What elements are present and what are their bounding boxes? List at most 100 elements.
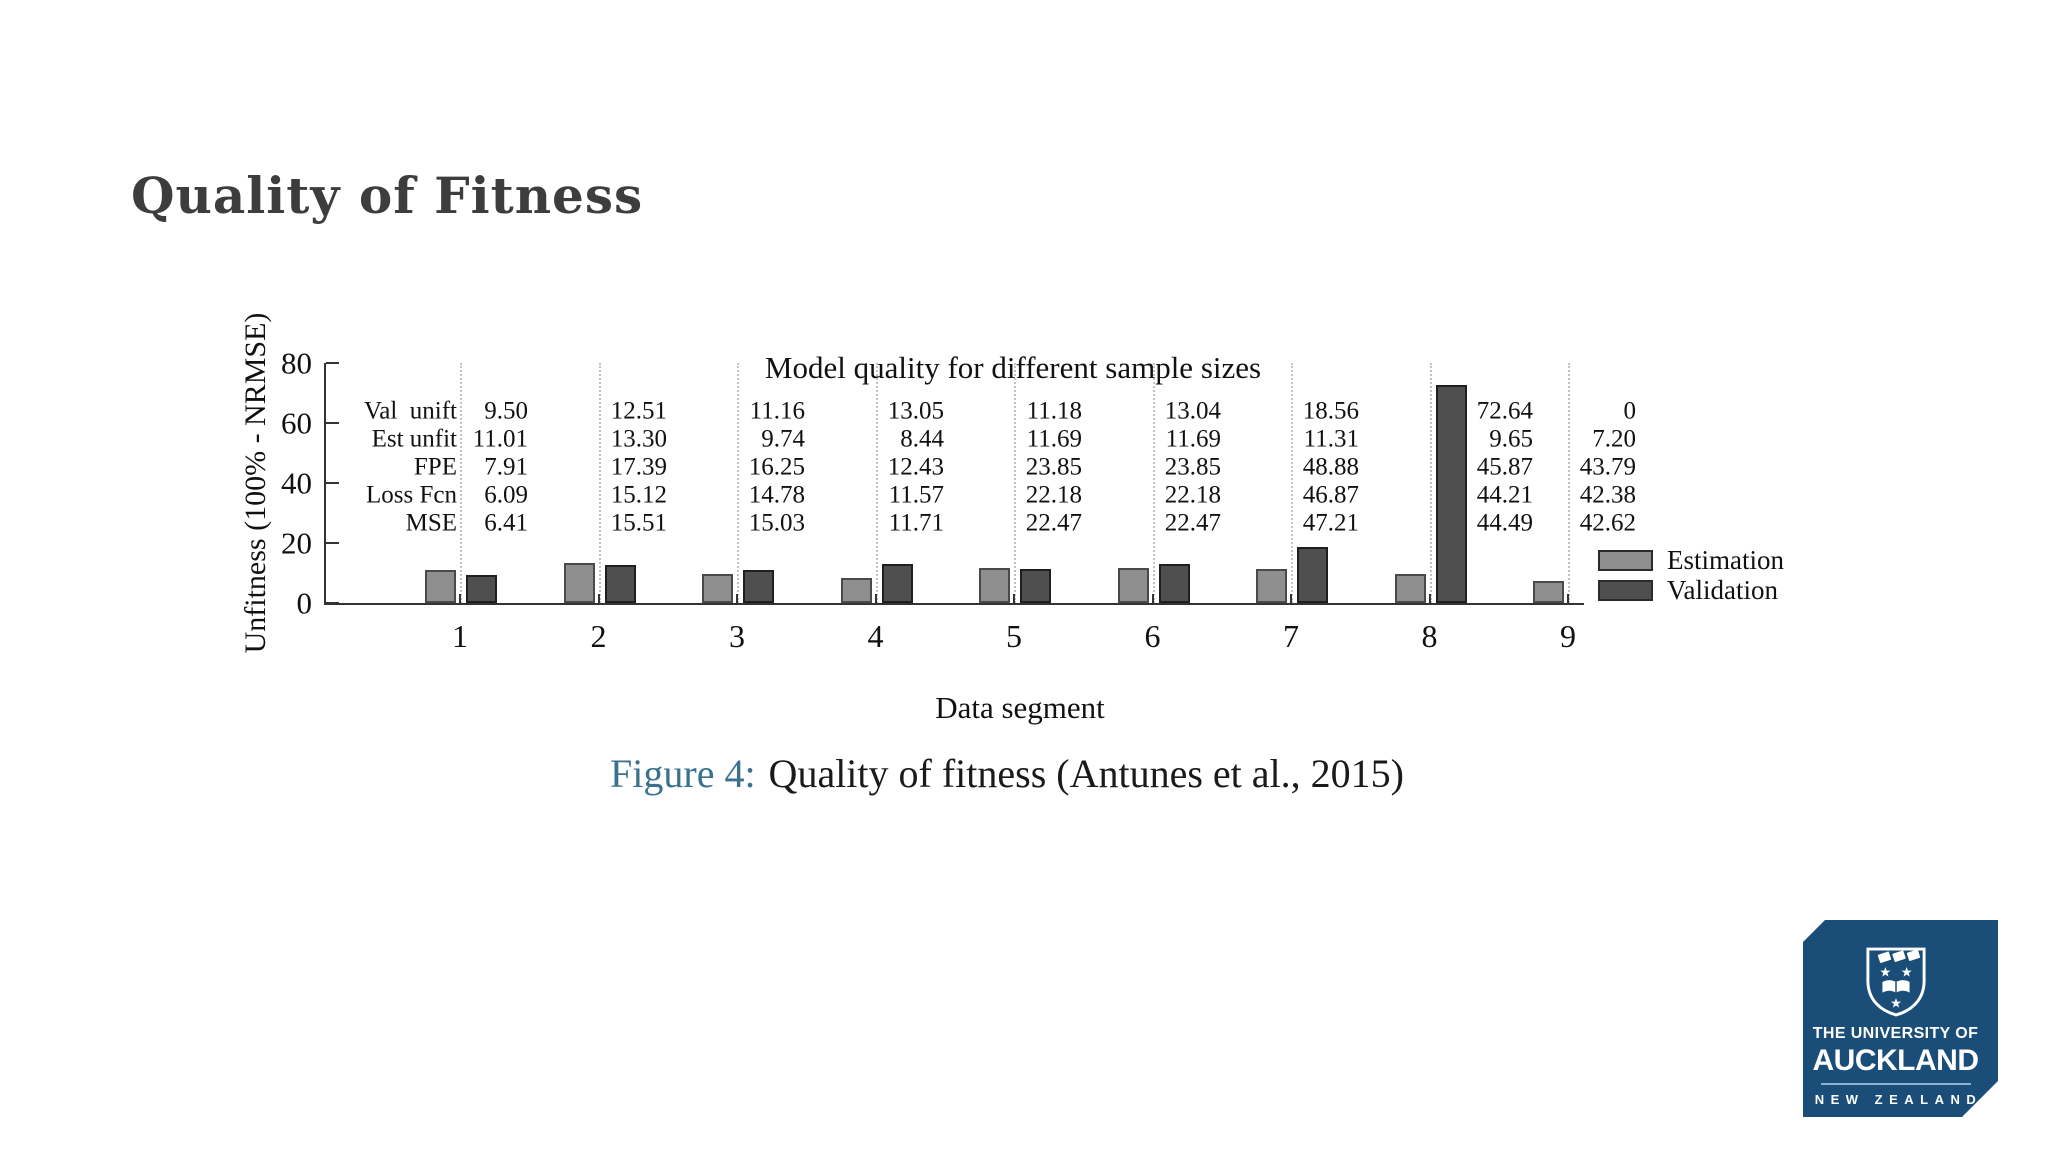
estimation-bar	[1533, 581, 1564, 603]
logo-text-line2: AUCKLAND	[1812, 1044, 1979, 1077]
x-axis-label: Data segment	[935, 690, 1105, 725]
x-tick-label: 1	[452, 618, 468, 654]
gridline	[1568, 363, 1570, 603]
legend-item-estimation: Estimation	[1598, 545, 1784, 575]
table-cell-value: 13.04	[1164, 397, 1221, 425]
x-tick-mark	[1151, 594, 1154, 603]
figure-caption-label: Figure 4:	[610, 751, 756, 796]
estimation-bar	[1117, 567, 1149, 603]
y-tick-label: 40	[281, 465, 312, 501]
table-cell-value: 7.20	[1592, 425, 1636, 453]
gridline	[1429, 363, 1432, 603]
y-tick-label: 0	[296, 585, 313, 621]
estimation-bar	[563, 563, 595, 603]
table-cell-value: 46.87	[1302, 481, 1359, 509]
gridline	[875, 363, 878, 603]
gridline	[1014, 363, 1016, 603]
table-cell-value: 16.25	[748, 453, 805, 481]
table-cell-value: 15.51	[610, 509, 667, 537]
table-cell-value: 44.49	[1476, 509, 1533, 537]
table-cell-value: 22.18	[1164, 481, 1221, 509]
table-cell-value: 11.71	[888, 509, 944, 537]
validation-bar	[1020, 569, 1051, 603]
table-cell-value: 6.41	[484, 509, 528, 537]
legend-label-estimation: Estimation	[1667, 545, 1784, 575]
gridline	[598, 363, 601, 603]
table-cell-value: 15.12	[610, 481, 667, 509]
table-cell-value: 12.51	[610, 397, 667, 425]
x-tick-label: 9	[1560, 618, 1576, 654]
x-tick-mark	[736, 594, 738, 603]
table-cell-value: 11.18	[1026, 397, 1082, 425]
x-tick-label: 5	[1006, 618, 1022, 654]
table-cell-value: 0	[1623, 397, 1637, 425]
table-cell-value: 42.62	[1579, 509, 1636, 537]
x-tick-label: 8	[1421, 618, 1438, 654]
table-cell-value: 23.85	[1025, 453, 1082, 481]
y-tick-mark	[326, 482, 339, 484]
table-cell-value: 17.39	[610, 453, 667, 481]
validation-bar	[743, 569, 774, 603]
table-cell-value: 11.57	[888, 481, 944, 509]
table-cell-value: 44.21	[1476, 481, 1533, 509]
estimation-bar	[840, 577, 872, 603]
university-crest-icon	[1865, 947, 1926, 1017]
table-cell-value: 8.44	[900, 425, 944, 453]
x-tick-label: 2	[590, 618, 607, 654]
table-cell-value: 23.85	[1164, 453, 1221, 481]
x-tick-mark	[1567, 594, 1569, 603]
x-tick-mark	[874, 594, 877, 603]
y-tick-mark	[326, 422, 339, 424]
gridline	[1291, 363, 1293, 603]
logo-divider	[1820, 1083, 1971, 1085]
slide-title: Quality of Fitness	[131, 166, 644, 225]
x-axis-line	[324, 603, 1584, 605]
estimation-bar	[1256, 569, 1287, 603]
legend-item-validation: Validation	[1598, 577, 1784, 604]
table-row-label: Est unfit	[371, 425, 457, 453]
table-cell-value: 22.47	[1164, 509, 1221, 537]
table-cell-value: 11.69	[1165, 425, 1221, 453]
estimation-bar	[979, 567, 1010, 603]
x-tick-mark	[459, 594, 461, 603]
figure-caption-text: Quality of fitness (Antunes et al., 2015…	[768, 751, 1404, 796]
gridline	[737, 363, 739, 603]
logo-text-line3: NEW ZEALAND	[1814, 1092, 1983, 1107]
x-tick-mark	[1290, 594, 1292, 603]
x-tick-label: 4	[867, 618, 884, 654]
gridline	[460, 363, 462, 603]
table-cell-value: 9.65	[1489, 425, 1533, 453]
gridline	[1152, 363, 1155, 603]
validation-bar	[604, 565, 636, 603]
chart-title: Model quality for different sample sizes	[764, 350, 1262, 385]
table-cell-value: 6.09	[484, 481, 528, 509]
table-row-label: Loss Fcn	[366, 481, 457, 509]
y-tick-mark	[326, 542, 339, 544]
x-tick-mark	[597, 594, 600, 603]
table-cell-value: 14.78	[748, 481, 805, 509]
table-cell-value: 13.30	[610, 425, 667, 453]
table-cell-value: 12.43	[887, 453, 944, 481]
y-axis-line	[324, 363, 326, 605]
validation-bar	[1158, 563, 1190, 603]
table-row-label: Val unift	[363, 397, 457, 425]
validation-bar	[881, 563, 913, 603]
figure-caption: Figure 4: Quality of fitness (Antunes et …	[610, 750, 1404, 797]
table-cell-value: 43.79	[1579, 453, 1636, 481]
estimation-bar	[425, 569, 456, 603]
table-cell-value: 15.03	[748, 509, 805, 537]
table-cell-value: 9.74	[761, 425, 805, 453]
validation-bar	[466, 574, 497, 603]
table-cell-value: 22.47	[1025, 509, 1082, 537]
logo-text-line1: THE UNIVERSITY OF	[1812, 1025, 1979, 1042]
table-cell-value: 22.18	[1025, 481, 1082, 509]
table-cell-value: 13.05	[887, 397, 944, 425]
y-tick-mark	[326, 602, 339, 604]
x-tick-label: 7	[1283, 618, 1299, 654]
y-tick-mark	[326, 362, 339, 364]
table-cell-value: 11.69	[1026, 425, 1082, 453]
table-cell-value: 7.91	[484, 453, 528, 481]
x-tick-label: 6	[1144, 618, 1161, 654]
chart-legend: Estimation Validation	[1598, 545, 1784, 610]
validation-swatch	[1598, 580, 1653, 601]
